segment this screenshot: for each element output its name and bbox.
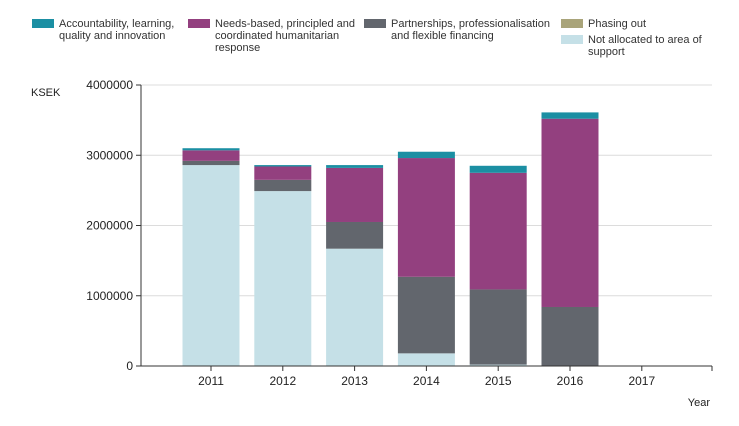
bar-segment — [326, 248, 384, 366]
bar-segment — [254, 166, 312, 180]
legend-label: Not allocated to area of — [588, 34, 703, 46]
x-tick-label: 2014 — [413, 374, 440, 388]
y-axis-label: KSEK — [31, 87, 61, 99]
legend-label: Accountability, learning, — [59, 18, 174, 30]
bar-segment — [397, 276, 455, 354]
bar-segment — [397, 158, 455, 277]
bar-segment — [254, 165, 312, 167]
x-tick-label: 2015 — [485, 374, 512, 388]
y-tick-label: 0 — [126, 359, 133, 373]
x-tick-label: 2013 — [341, 374, 368, 388]
bar-segment — [326, 221, 384, 249]
legend-swatch — [364, 19, 386, 28]
legend-label: and flexible financing — [391, 30, 494, 42]
legend-label: response — [215, 42, 260, 54]
legend-label: Needs-based, principled and — [215, 18, 355, 30]
bar-segment — [541, 118, 599, 307]
bar-segment — [326, 165, 384, 168]
legend-item: Phasing out — [561, 18, 646, 30]
bar-segment — [254, 179, 312, 192]
x-axis-label: Year — [688, 397, 711, 409]
bar-segment — [541, 306, 599, 366]
chart-bars — [182, 112, 599, 366]
bar-segment — [182, 150, 240, 161]
x-tick-label: 2011 — [198, 374, 224, 388]
y-tick-label: 3000000 — [86, 148, 133, 162]
bar-segment — [469, 289, 527, 365]
x-tick-label: 2016 — [557, 374, 584, 388]
bar-segment — [326, 167, 384, 222]
legend-swatch — [32, 19, 54, 28]
chart-axes: 0 1000000 2000000 3000000 4000000 2011 2012 201… — [86, 78, 713, 388]
bar-segment — [182, 148, 240, 151]
bar-segment — [541, 112, 599, 119]
bar-segment — [182, 160, 240, 166]
bar-segment — [397, 353, 455, 366]
x-tick-label: 2017 — [628, 374, 655, 388]
bar-segment — [254, 191, 312, 366]
legend-swatch — [188, 19, 210, 28]
y-tick-label: 4000000 — [86, 78, 133, 92]
bar-segment — [469, 172, 527, 290]
legend-item: Accountability, learning,quality and inn… — [32, 18, 174, 42]
legend-swatch — [561, 35, 583, 44]
bar-segment — [397, 151, 455, 159]
legend-label: quality and innovation — [59, 30, 165, 42]
y-tick-label: 1000000 — [86, 289, 133, 303]
bar-segment — [469, 364, 527, 366]
legend-label: support — [588, 46, 625, 58]
legend-label: Phasing out — [588, 18, 646, 30]
legend-label: Partnerships, professionalisation — [391, 18, 550, 30]
bar-segment — [182, 165, 240, 366]
y-tick-label: 2000000 — [86, 219, 133, 233]
legend-label: coordinated humanitarian — [215, 30, 339, 42]
chart-legend: Accountability, learning,quality and inn… — [32, 18, 703, 58]
x-tick-label: 2012 — [269, 374, 296, 388]
legend-swatch — [561, 19, 583, 28]
bar-segment — [469, 165, 527, 173]
